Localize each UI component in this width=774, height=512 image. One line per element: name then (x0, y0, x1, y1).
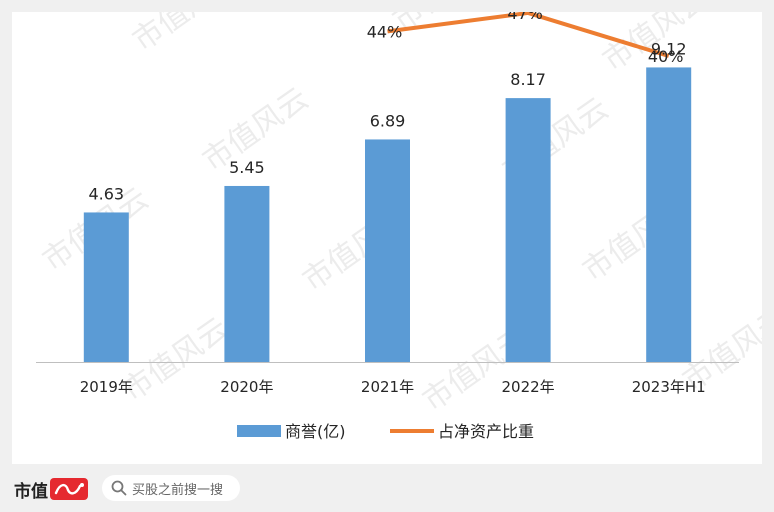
x-tick-label: 2020年 (220, 378, 273, 396)
bar-4 (505, 98, 551, 362)
bar-3 (365, 139, 410, 362)
x-tick-label: 2023年H1 (632, 378, 706, 396)
line-value-label: 47% (507, 12, 543, 23)
x-tick-label: 2022年 (502, 378, 555, 396)
goodwill-chart: 市值风云市值风云市值风云市值风云市值风云市值风云市值风云市值风云市值风云市值风云… (36, 12, 762, 441)
brand-logo[interactable]: 市值 (14, 476, 88, 502)
bar-value-label: 5.45 (229, 158, 265, 177)
bar-1 (83, 212, 129, 362)
chart-card: 市值风云市值风云市值风云市值风云市值风云市值风云市值风云市值风云市值风云市值风云… (12, 12, 762, 464)
legend-label-goodwill: 商誉(亿) (285, 422, 346, 441)
ratio-line (387, 12, 670, 58)
search-placeholder: 买股之前搜一搜 (132, 482, 224, 498)
search-icon (111, 480, 127, 496)
footer-bar: 市值 买股之前搜一搜 (0, 464, 774, 512)
x-tick-label: 2021年 (361, 378, 414, 396)
brand-name: 市值 (14, 481, 48, 502)
legend-swatch-goodwill (237, 425, 281, 437)
legend-label-ratio: 占净资产比重 (438, 422, 534, 441)
x-tick-label: 2019年 (80, 378, 133, 396)
bar-value-label: 6.89 (370, 111, 406, 130)
bar-2 (224, 185, 270, 362)
bar-value-label: 9.12 (651, 39, 687, 58)
bar-value-label: 8.17 (510, 70, 546, 89)
search-bar[interactable]: 买股之前搜一搜 (102, 475, 240, 501)
line-value-label: 40% (648, 47, 684, 66)
brand-seal-icon (50, 478, 88, 500)
watermark-text: 市值风云 (127, 12, 245, 59)
line-value-label: 44% (367, 22, 403, 41)
watermark-text: 市值风云 (117, 311, 235, 408)
bar-5 (646, 67, 692, 362)
bar-value-label: 4.63 (88, 184, 124, 203)
